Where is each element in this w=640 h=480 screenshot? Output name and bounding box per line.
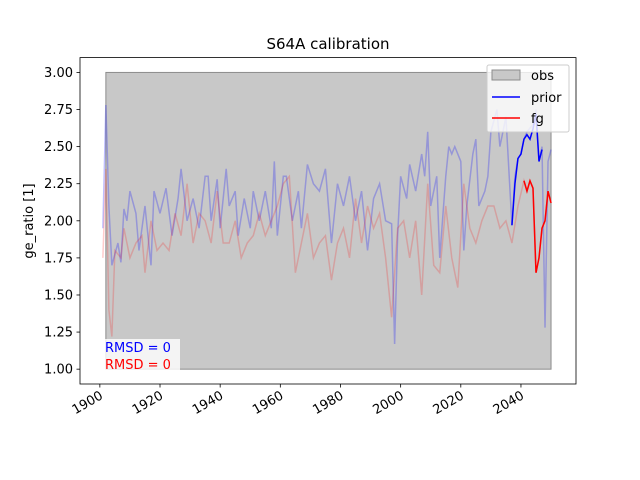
y-tick-label: 2.50	[44, 140, 73, 155]
series-line	[523, 178, 552, 273]
legend-swatch	[491, 69, 521, 81]
ensemble-line	[102, 168, 552, 337]
legend-label: obs	[531, 69, 554, 84]
ensemble-line	[102, 105, 552, 344]
y-tick-label: 2.00	[44, 214, 73, 229]
y-tick-label: 1.00	[44, 363, 73, 378]
y-tick-label: 1.25	[44, 326, 73, 341]
y-tick-label: 1.75	[44, 251, 73, 266]
y-tick-label: 2.75	[44, 103, 73, 118]
obs-region	[105, 71, 552, 370]
legend-box	[486, 64, 570, 133]
y-tick-label: 1.50	[44, 288, 73, 303]
annotation: RMSD = 0	[105, 341, 171, 356]
y-axis-label: ge_ratio [1]	[22, 183, 37, 258]
annotation-box	[102, 339, 180, 356]
y-tick-label: 3.00	[44, 66, 73, 81]
y-tick-label: 2.25	[44, 177, 73, 192]
legend-label: fg	[531, 112, 544, 127]
chart-title: S64A calibration	[266, 35, 389, 53]
annotation: RMSD = 0	[105, 358, 171, 373]
legend: obs prior fg	[486, 64, 570, 133]
annotation-box	[102, 356, 180, 373]
legend-label: prior	[531, 91, 562, 106]
